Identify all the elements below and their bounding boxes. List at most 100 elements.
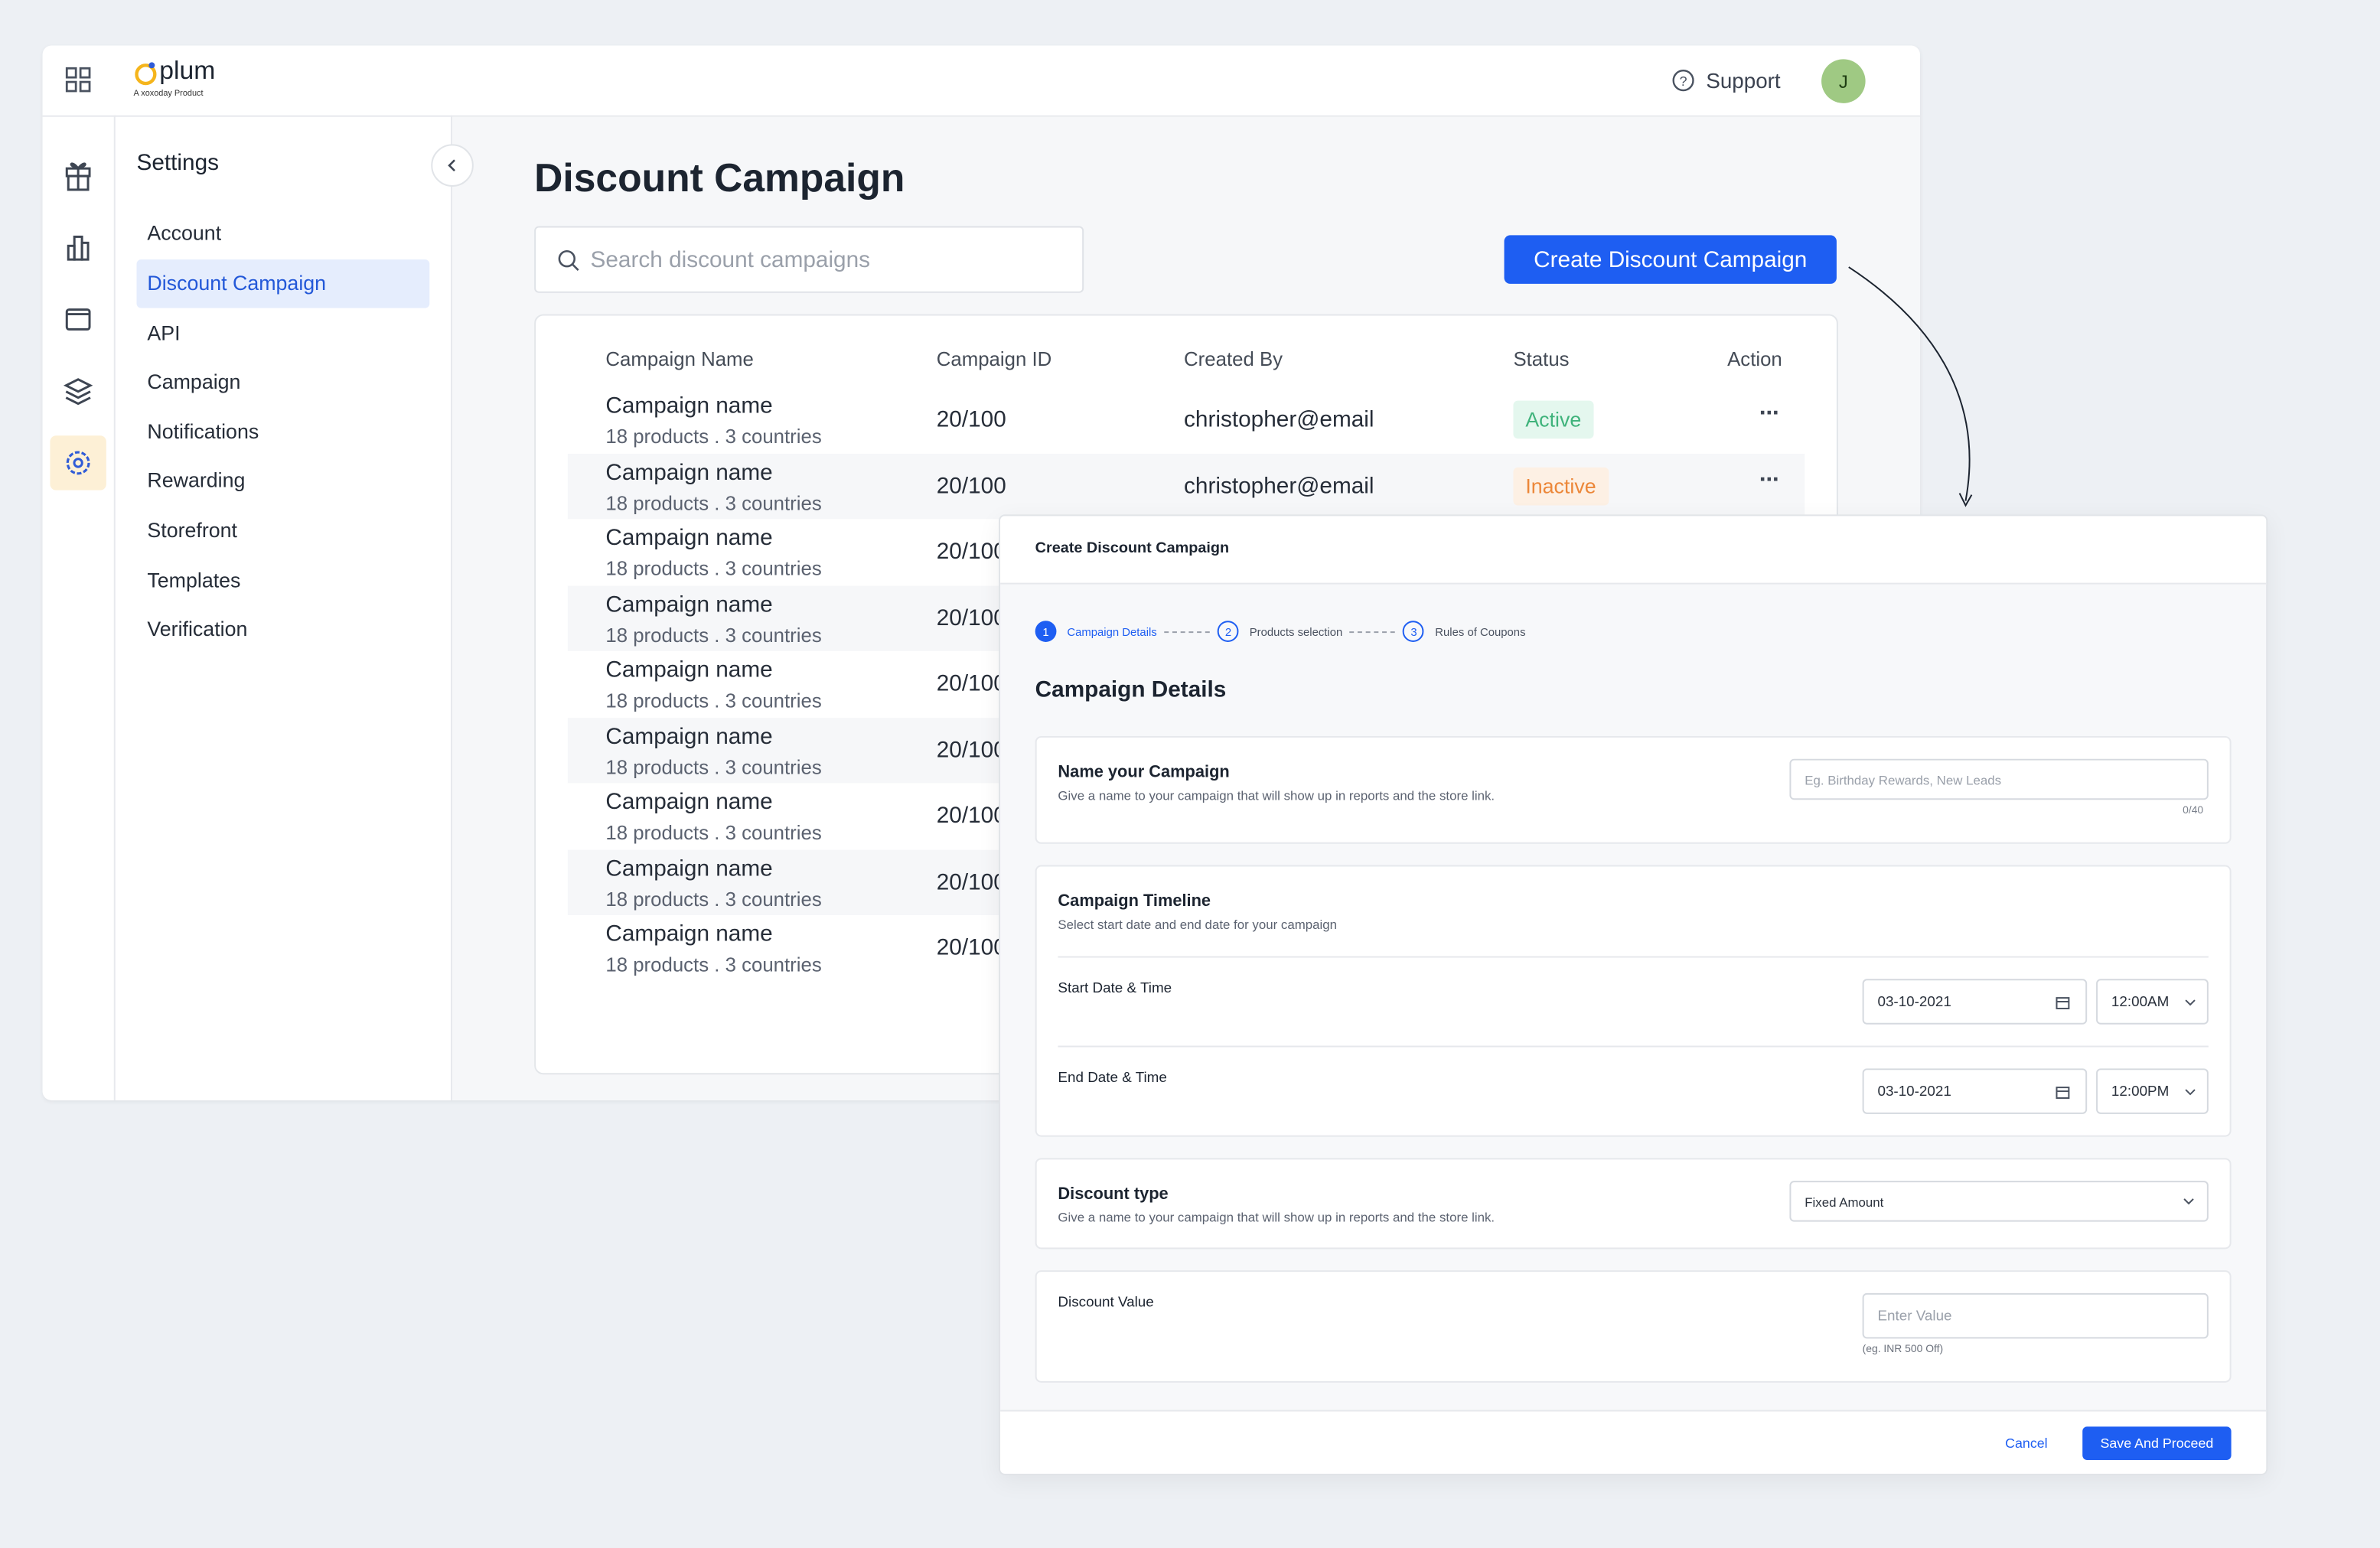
connector-arrow (1848, 266, 1973, 507)
logo-text: plum (159, 56, 216, 86)
time-value: 12:00PM (2111, 1083, 2170, 1100)
support-link[interactable]: Support (1706, 68, 1781, 93)
menu-item[interactable]: Verification (147, 618, 248, 641)
campaign-name: Campaign name (605, 921, 773, 947)
submit-button[interactable]: Save And Proceed (2082, 1426, 2232, 1461)
campaign-name: Campaign name (605, 789, 773, 816)
campaign-detail: 18 products . 3 countries (605, 623, 822, 646)
chevron-down (2185, 999, 2196, 1006)
placeholder: Eg. Birthday Rewards, New Leads (1805, 771, 2002, 787)
apps-icon[interactable] (65, 67, 93, 94)
panel-divider (451, 115, 453, 1100)
svg-text:?: ? (1680, 73, 1687, 89)
campaign-id: 20/100 (936, 670, 1006, 697)
campaign-name: Campaign name (605, 723, 773, 749)
type-select[interactable]: Fixed Amount (1789, 1181, 2209, 1222)
card-title: Campaign Timeline (1058, 892, 1211, 911)
column-header: Created By (1184, 347, 1283, 370)
name-input[interactable]: Eg. Birthday Rewards, New Leads (1789, 758, 2209, 800)
modal-title: Create Discount Campaign (1035, 540, 1230, 557)
menu-item[interactable]: Storefront (147, 519, 237, 543)
action-menu[interactable]: ··· (1759, 400, 1781, 427)
chevron-left (448, 159, 455, 172)
card-title: Discount type (1058, 1185, 1169, 1204)
campaign-name: Campaign name (605, 591, 773, 618)
campaign-name: Campaign name (605, 855, 773, 882)
column-header: Campaign Name (605, 347, 754, 370)
card-title: Discount Value (1058, 1294, 1154, 1312)
date-input[interactable]: 03-10-2021 (1862, 1068, 2088, 1114)
menu-item[interactable]: Templates (147, 568, 241, 591)
column-header: Campaign ID (936, 347, 1052, 370)
action-menu[interactable]: ··· (1759, 466, 1781, 493)
campaign-id: 20/100 (936, 539, 1006, 565)
search-placeholder: Search discount campaigns (590, 247, 871, 274)
collapse-button[interactable] (431, 144, 474, 187)
divider (1058, 956, 2209, 958)
calendar-icon (2056, 997, 2070, 1009)
campaign-detail: 18 products . 3 countries (605, 425, 822, 448)
header-divider (42, 115, 1921, 117)
value-input[interactable]: Enter Value (1862, 1292, 2209, 1339)
step-label: Campaign Details (1067, 625, 1157, 640)
campaign-id: 20/100 (936, 605, 1006, 631)
menu-item[interactable]: Rewarding (147, 469, 246, 493)
cancel-button[interactable]: Cancel (2005, 1436, 2048, 1452)
status-pill: Inactive (1513, 466, 1609, 505)
step-label: Products selection (1249, 625, 1343, 640)
icon-rail (50, 162, 106, 490)
campaign-id: 20/100 (936, 869, 1006, 895)
step-connector (1164, 631, 1211, 634)
campaign-name: Campaign name (605, 393, 773, 419)
field-hint: (eg. INR 500 Off) (1862, 1344, 1944, 1356)
campaign-detail: 18 products . 3 countries (605, 887, 822, 911)
step-number: 1 (1035, 621, 1057, 642)
campaign-detail: 18 products . 3 countries (605, 821, 822, 844)
select-value: Fixed Amount (1805, 1193, 1884, 1209)
menu-item[interactable]: Account (147, 222, 222, 246)
settings-title: Settings (136, 150, 220, 177)
campaign-detail: 18 products . 3 countries (605, 754, 822, 778)
date-input[interactable]: 03-10-2021 (1862, 979, 2088, 1025)
menu-item[interactable]: Discount Campaign (147, 272, 327, 295)
campaign-id: 20/100 (936, 803, 1006, 829)
campaign-id: 20/100 (936, 934, 1006, 961)
modal-footer (1000, 1409, 2267, 1474)
campaign-name: Campaign name (605, 458, 773, 485)
menu-highlight (136, 259, 430, 308)
field-label: Start Date & Time (1058, 980, 1172, 998)
card-description: Give a name to your campaign that will s… (1058, 1209, 1495, 1225)
campaign-detail: 18 products . 3 countries (605, 490, 822, 514)
card-description: Select start date and end date for your … (1058, 916, 1338, 932)
campaign-id: 20/100 (936, 472, 1006, 499)
campaign-detail: 18 products . 3 countries (605, 556, 822, 580)
placeholder: Enter Value (1877, 1307, 1952, 1325)
menu-item[interactable]: Campaign (147, 370, 241, 394)
campaign-id: 20/100 (936, 406, 1006, 433)
campaign-detail: 18 products . 3 countries (605, 689, 822, 712)
search-box[interactable]: Search discount campaigns (534, 226, 1084, 293)
support-icon: ? (1672, 70, 1694, 92)
search-icon (558, 249, 579, 271)
time-select[interactable]: 12:00PM (2096, 1068, 2209, 1114)
section-title: Campaign Details (1035, 676, 1227, 703)
time-select[interactable]: 12:00AM (2096, 979, 2209, 1025)
logo-mark (135, 62, 157, 86)
char-counter: 0/40 (2183, 806, 2204, 817)
menu-item[interactable]: API (147, 321, 181, 344)
status-pill: Active (1513, 400, 1594, 439)
card-title: Name your Campaign (1058, 763, 1230, 782)
rail-divider (113, 115, 116, 1100)
avatar[interactable]: J (1821, 59, 1866, 103)
create-button[interactable]: Create Discount Campaign (1504, 235, 1837, 284)
created-by: christopher@email (1184, 472, 1374, 499)
campaign-detail: 18 products . 3 countries (605, 953, 822, 976)
campaign-id: 20/100 (936, 736, 1006, 763)
menu-item[interactable]: Notifications (147, 419, 259, 443)
calendar-icon (2056, 1087, 2070, 1099)
logo-tagline: A xoxoday Product (133, 90, 204, 99)
column-header: Action (1727, 347, 1782, 370)
chevron-down (2183, 1198, 2194, 1205)
date-value: 03-10-2021 (1877, 1083, 1951, 1100)
